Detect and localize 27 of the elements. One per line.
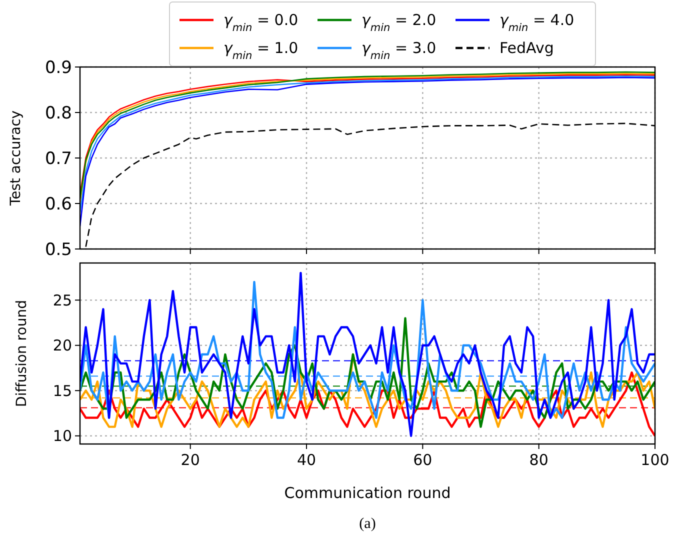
legend-label: γ$_{min}$ = 2.0 [362,11,436,34]
y-tick-label: 10 [52,427,72,446]
legend-label: γ$_{min}$ = 1.0 [224,39,298,62]
y-tick-label: 0.9 [44,58,72,78]
y-tick-label: 0.7 [44,148,72,169]
x-tick-label: 20 [180,451,200,469]
y-tick-label: 20 [52,336,72,355]
y-axis-title: Diffusion round [14,300,30,407]
line-series [80,317,655,428]
y-tick-label: 0.6 [44,194,72,214]
y-tick-label: 15 [52,382,72,400]
line-series [80,280,655,419]
x-tick-label: 40 [296,451,316,469]
legend-label: γ$_{min}$ = 3.0 [362,39,436,62]
text: (a) [359,516,376,532]
y-tick-label: 0.5 [44,240,72,260]
y-tick-label: 0.8 [44,103,72,124]
legend-label: γ$_{min}$ = 4.0 [500,11,574,34]
line-series [80,272,655,437]
x-tick-label: 80 [529,451,548,469]
y-tick-label: 25 [52,291,72,310]
x-tick-label: 60 [413,451,432,469]
y-axis-title: Test accuracy [8,110,24,207]
x-tick-label: 100 [640,451,670,469]
legend-label: FedAvg [500,39,554,57]
x-axis-title: Communication round [284,484,451,502]
legend-label: γ$_{min}$ = 0.0 [224,11,298,34]
